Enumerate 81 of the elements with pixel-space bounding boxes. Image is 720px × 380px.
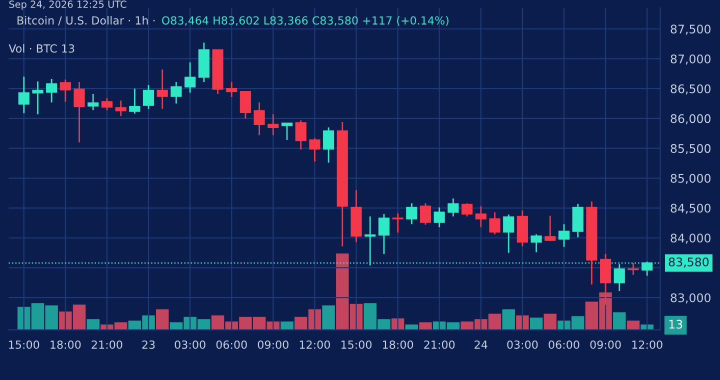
candlestick xyxy=(142,84,154,110)
candlestick xyxy=(156,68,168,110)
candlestick xyxy=(184,62,196,94)
bar xyxy=(502,309,515,330)
bar xyxy=(322,305,335,330)
x-tick-label: 15:00 xyxy=(341,340,372,349)
x-tick-label: 12:00 xyxy=(632,340,662,349)
bar xyxy=(530,318,543,330)
candlestick xyxy=(544,215,556,242)
candlestick xyxy=(309,137,320,162)
candlestick xyxy=(448,198,459,218)
x-tick-label: 21:00 xyxy=(92,340,122,349)
candlestick xyxy=(295,120,306,150)
candlestick xyxy=(170,81,182,104)
candlestick xyxy=(503,214,514,254)
candlestick xyxy=(60,78,71,102)
candlestick xyxy=(572,203,584,238)
text: 13 xyxy=(669,320,682,329)
y-tick-label: 84,500 xyxy=(670,204,710,214)
candlestick xyxy=(392,212,404,234)
y-tick-label: 85,000 xyxy=(670,174,710,184)
candlestick xyxy=(240,90,251,120)
y-tick-label: 86,000 xyxy=(670,114,710,124)
x-tick-label: 15:00 xyxy=(9,340,40,349)
x-tick-label: 18:00 xyxy=(50,340,81,349)
bar xyxy=(626,320,640,330)
candlestick xyxy=(268,114,279,136)
candlestick xyxy=(323,126,334,164)
candlestick xyxy=(530,234,542,253)
candlestick xyxy=(420,202,432,226)
x-tick-label: 12:00 xyxy=(300,340,330,349)
chart-title: Vol · BTC 13 xyxy=(8,44,74,53)
candlestick xyxy=(226,81,238,98)
candlestick xyxy=(489,212,500,235)
candlestick xyxy=(642,260,653,276)
candlestick xyxy=(32,80,44,115)
candlestick xyxy=(129,88,140,114)
candlestick xyxy=(46,78,58,104)
candlestick xyxy=(115,100,126,117)
bar xyxy=(613,312,626,330)
candlestick xyxy=(558,223,570,248)
y-tick-label: 87,000 xyxy=(670,54,710,65)
x-tick-label: 23 xyxy=(142,340,155,349)
bar xyxy=(280,321,294,330)
candlestick xyxy=(406,202,418,225)
candlestick xyxy=(378,213,390,255)
x-tick-label: 24 xyxy=(474,340,488,349)
bar xyxy=(419,322,432,330)
y-tick-label: 85,500 xyxy=(670,144,710,154)
candlestick xyxy=(434,206,445,228)
candlestick xyxy=(18,76,30,114)
candlestick xyxy=(281,122,293,141)
candlestick xyxy=(364,216,376,266)
y-tick-label: 83,000 xyxy=(670,293,710,304)
x-tick-label: 03:00 xyxy=(174,340,206,349)
candlestick xyxy=(88,93,99,111)
candlestick xyxy=(628,262,639,276)
bar xyxy=(405,324,418,330)
annotation: Sep 24, 2026 12:25 UTC xyxy=(9,0,126,10)
bar xyxy=(516,315,529,330)
candlestick xyxy=(254,102,265,136)
x-tick-label: 06:00 xyxy=(548,340,580,349)
x-tick-label: 09:00 xyxy=(590,340,621,349)
text: Bitcoin / U.S. Dollar · 1h · xyxy=(18,16,155,26)
ref-line-label: 83,580 xyxy=(668,257,709,268)
candlestick xyxy=(101,97,113,111)
y-tick-label: 86,500 xyxy=(670,84,710,94)
candlestick xyxy=(74,81,85,144)
text: O83,464 H83,602 L83,366 C83,580 +117 (+0.14%) xyxy=(162,16,448,26)
bar xyxy=(544,314,557,330)
bar xyxy=(156,309,169,330)
y-tick-label: 84,000 xyxy=(670,234,710,244)
x-tick-label: 21:00 xyxy=(424,340,455,349)
candlestick xyxy=(475,206,486,228)
x-tick-label: 03:00 xyxy=(507,340,538,349)
x-tick-label: 06:00 xyxy=(216,340,247,349)
x-tick-label: 18:00 xyxy=(383,340,414,349)
y-tick-label: 87,500 xyxy=(670,24,710,35)
candlestick xyxy=(462,202,473,218)
x-tick-label: 09:00 xyxy=(258,340,288,349)
bar xyxy=(86,319,100,330)
